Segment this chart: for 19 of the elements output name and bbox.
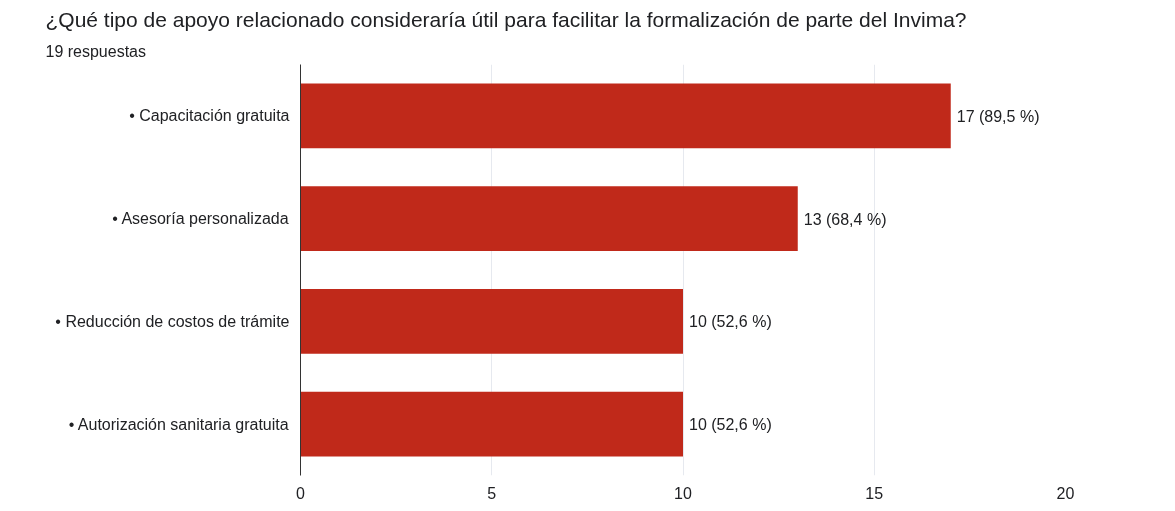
data-label: 10 (52,6 %) (689, 313, 772, 331)
data-label: 17 (89,5 %) (956, 107, 1040, 125)
text: 19 respuestas (45, 42, 147, 60)
y-tick-label: • Reducción de costos de trámite (55, 312, 290, 330)
data-label: 13 (68,4 %) (803, 210, 887, 228)
x-tick-label: 5 (487, 484, 497, 502)
bar (300, 391, 683, 457)
y-tick-label: • Autorización sanitaria gratuita (68, 415, 289, 433)
data-label: 10 (52,6 %) (689, 416, 772, 434)
bar (300, 83, 951, 149)
x-tick-label: 0 (296, 484, 306, 502)
y-tick-label: • Asesoría personalizada (112, 210, 289, 228)
chart-title: ¿Qué tipo de apoyo relacionado consideraría útil para facilitar la formalización de parte del Invima? (45, 7, 967, 31)
x-tick-label: 10 (674, 484, 692, 502)
x-tick-label: 15 (865, 484, 884, 502)
bar (300, 186, 798, 251)
bar (300, 289, 683, 354)
y-tick-label: • Capacitación gratuita (129, 107, 290, 125)
x-tick-label: 20 (1056, 484, 1075, 502)
